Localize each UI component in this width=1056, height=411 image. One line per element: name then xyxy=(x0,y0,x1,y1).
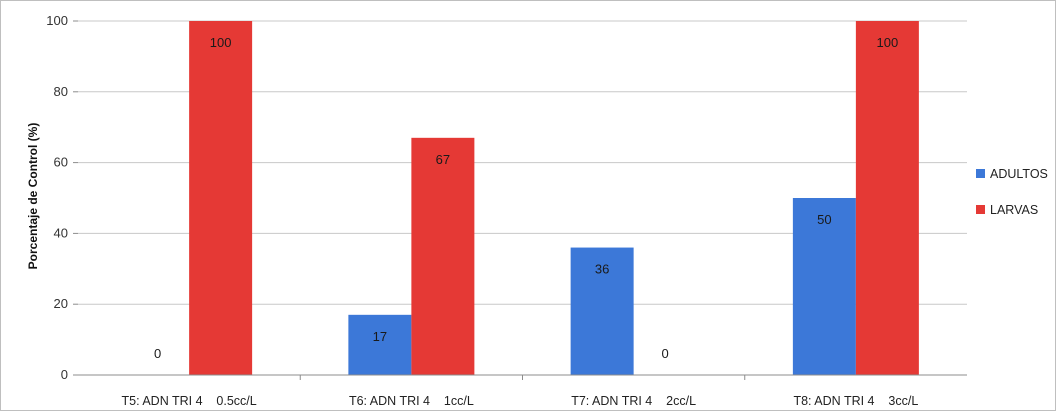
bar-adultos xyxy=(570,247,634,375)
legend-label-adultos: ADULTOS xyxy=(990,167,1048,181)
y-tick-label: 60 xyxy=(54,155,68,170)
data-label-adultos: 0 xyxy=(154,346,161,361)
legend-label-larvas: LARVAS xyxy=(990,203,1038,217)
x-category-label: T6: ADN TRI 4 1cc/L xyxy=(349,394,474,408)
bars xyxy=(189,21,919,375)
bar-larvas xyxy=(411,137,475,375)
x-category-label: T7: ADN TRI 4 2cc/L xyxy=(571,394,696,408)
y-tick-label: 80 xyxy=(54,84,68,99)
y-axis-ticks: 0 20 40 60 80 100 xyxy=(46,13,78,382)
legend: ADULTOS LARVAS xyxy=(976,167,1048,217)
data-label-adultos: 17 xyxy=(373,329,387,344)
bar-adultos xyxy=(348,314,412,375)
x-category-label: T5: ADN TRI 4 0.5cc/L xyxy=(122,394,257,408)
bar-larvas xyxy=(855,21,919,375)
y-axis-label: Porcentaje de Control (%) xyxy=(26,123,40,270)
bar-adultos xyxy=(792,198,856,375)
data-label-adultos: 36 xyxy=(595,262,609,277)
y-tick-label: 0 xyxy=(61,367,68,382)
legend-swatch-adultos xyxy=(976,169,985,178)
data-label-larvas: 0 xyxy=(662,346,669,361)
x-axis-ticks: T5: ADN TRI 4 0.5cc/L T6: ADN TRI 4 1cc/L… xyxy=(122,375,918,408)
data-label-larvas: 100 xyxy=(210,35,232,50)
bar-larvas xyxy=(189,21,253,375)
data-label-larvas: 100 xyxy=(877,35,899,50)
data-label-adultos: 50 xyxy=(817,212,831,227)
data-label-larvas: 67 xyxy=(436,152,450,167)
legend-swatch-larvas xyxy=(976,205,985,214)
x-category-label: T8: ADN TRI 4 3cc/L xyxy=(793,394,918,408)
data-labels: 0 100 17 67 36 0 50 100 xyxy=(154,35,898,361)
y-tick-label: 100 xyxy=(46,13,68,28)
y-tick-label: 40 xyxy=(54,225,68,240)
y-tick-label: 20 xyxy=(54,296,68,311)
